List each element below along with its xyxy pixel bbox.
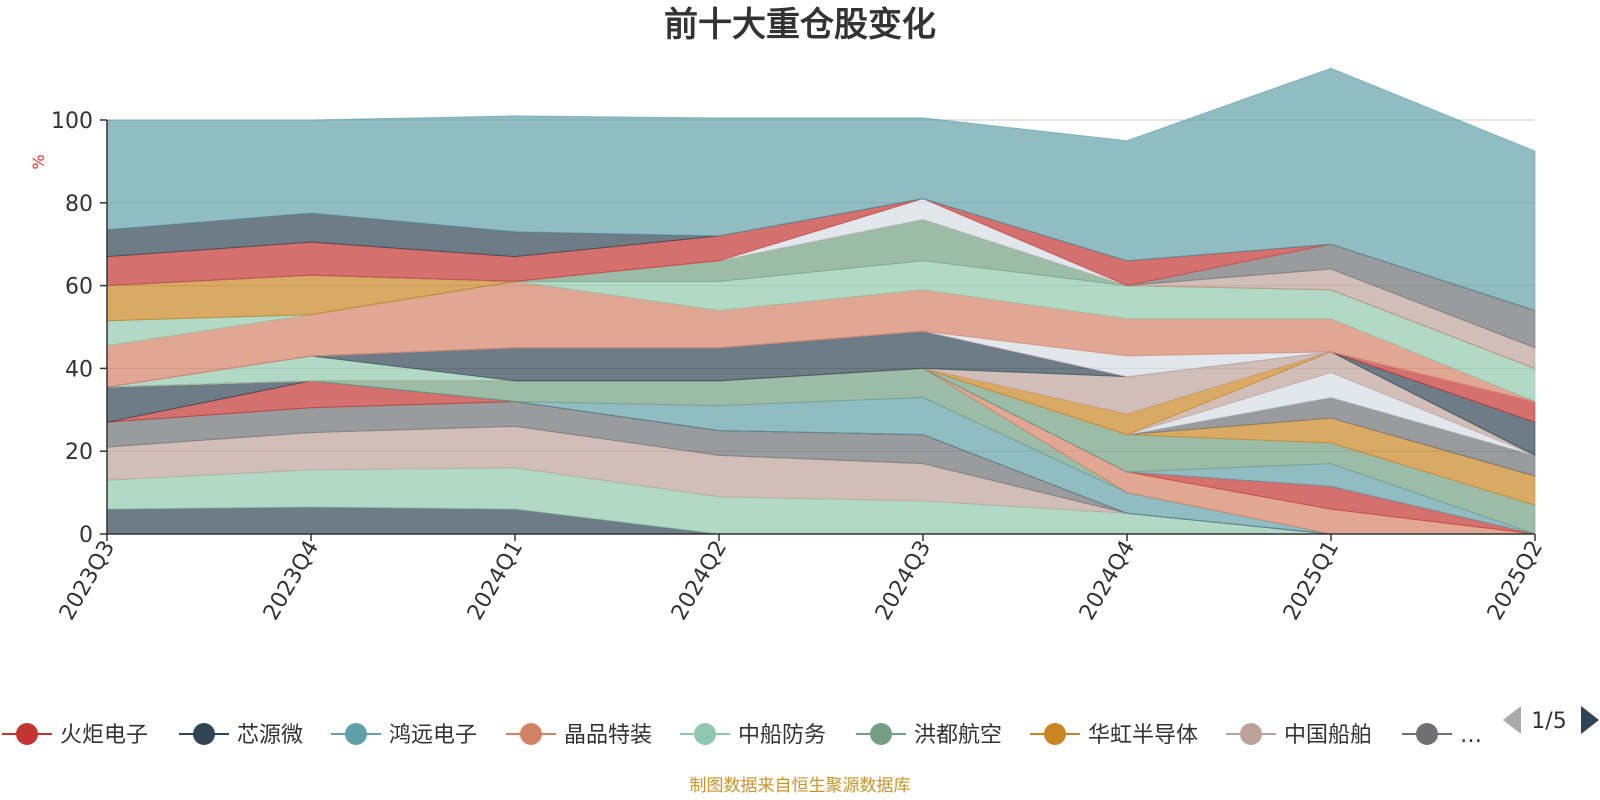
- y-tick-label: 20: [65, 440, 93, 465]
- legend-marker-icon: [1416, 723, 1438, 745]
- legend-item[interactable]: 鸿远电子: [331, 723, 477, 748]
- x-tick-label: 2024Q4: [1075, 537, 1140, 625]
- legend-page-indicator: 1/5: [1531, 709, 1566, 734]
- x-tick-label: 2023Q3: [55, 537, 120, 625]
- x-tick-label: 2025Q2: [1483, 537, 1548, 625]
- legend-label: …: [1460, 723, 1482, 748]
- area-layer-32: [106, 67, 1536, 312]
- legend-item[interactable]: 火炬电子: [2, 723, 148, 748]
- legend-label: 华虹半导体: [1088, 723, 1198, 748]
- y-tick-label: 60: [65, 275, 93, 300]
- legend-marker-icon: [1044, 723, 1066, 745]
- legend-prev-arrow-icon[interactable]: [1503, 706, 1521, 734]
- axes: [100, 119, 1536, 541]
- chart-title: 前十大重仓股变化: [664, 5, 936, 45]
- y-tick-label: 0: [79, 523, 93, 548]
- legend-item[interactable]: 中国船舶: [1226, 723, 1372, 748]
- legend-marker-icon: [1240, 723, 1262, 745]
- legend-label: 中船防务: [738, 723, 826, 748]
- source-note: 制图数据来自恒生聚源数据库: [690, 776, 911, 796]
- y-axis-unit: %: [29, 154, 48, 169]
- legend-label: 洪都航空: [914, 723, 1002, 748]
- legend-item[interactable]: …: [1402, 723, 1482, 748]
- legend-marker-icon: [345, 723, 367, 745]
- legend-label: 中国船舶: [1284, 723, 1372, 748]
- legend-item[interactable]: 华虹半导体: [1030, 723, 1198, 748]
- legend-label: 鸿远电子: [389, 723, 477, 748]
- y-tick-label: 40: [65, 357, 93, 382]
- legend-marker-icon: [870, 723, 892, 745]
- legend-label: 晶品特装: [564, 723, 652, 748]
- legend-label: 火炬电子: [60, 723, 148, 748]
- x-tick-label: 2024Q3: [871, 537, 936, 625]
- x-tick-label: 2024Q1: [463, 537, 528, 625]
- area-layers: [106, 67, 1536, 535]
- x-tick-label: 2024Q2: [667, 537, 732, 625]
- legend-pager[interactable]: 1/5: [1503, 706, 1599, 734]
- legend-item[interactable]: 晶品特装: [506, 723, 652, 748]
- legend: 火炬电子 芯源微 鸿远电子 晶品特装 中船防务 洪都航空 华虹半导体 中国船舶 …: [2, 723, 1482, 748]
- legend-label: 芯源微: [237, 723, 303, 748]
- y-tick-label: 80: [65, 192, 93, 217]
- x-tick-labels: 2023Q3 2023Q4 2024Q1 2024Q2 2024Q3 2024Q4 2025…: [55, 537, 1548, 625]
- legend-marker-icon: [193, 723, 215, 745]
- x-tick-label: 2023Q4: [259, 537, 324, 625]
- legend-marker-icon: [520, 723, 542, 745]
- legend-next-arrow-icon[interactable]: [1581, 706, 1599, 734]
- legend-item[interactable]: 洪都航空: [856, 723, 1002, 748]
- legend-item[interactable]: 中船防务: [680, 723, 826, 748]
- legend-marker-icon: [16, 723, 38, 745]
- y-tick-labels: 0 20 40 60 80 100: [51, 109, 93, 548]
- x-tick-label: 2025Q1: [1279, 537, 1344, 625]
- legend-item[interactable]: 芯源微: [179, 723, 303, 748]
- legend-marker-icon: [694, 723, 716, 745]
- y-tick-label: 100: [51, 109, 93, 134]
